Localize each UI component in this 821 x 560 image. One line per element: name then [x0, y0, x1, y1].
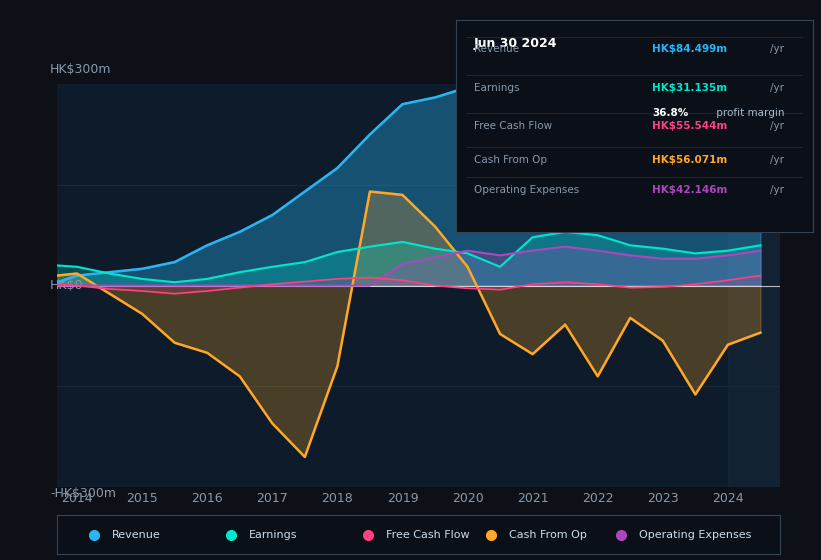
- Text: 36.8%: 36.8%: [652, 108, 688, 118]
- Text: HK$42.146m: HK$42.146m: [652, 185, 727, 195]
- Text: Earnings: Earnings: [249, 530, 297, 540]
- Text: /yr: /yr: [770, 83, 784, 93]
- Text: -HK$300m: -HK$300m: [50, 487, 117, 500]
- Text: Revenue: Revenue: [112, 530, 160, 540]
- Text: HK$300m: HK$300m: [50, 63, 112, 76]
- Text: HK$56.071m: HK$56.071m: [652, 155, 727, 165]
- Text: HK$84.499m: HK$84.499m: [652, 44, 727, 54]
- Text: Free Cash Flow: Free Cash Flow: [474, 121, 552, 131]
- Text: Revenue: Revenue: [474, 44, 519, 54]
- Text: Operating Expenses: Operating Expenses: [474, 185, 579, 195]
- Text: /yr: /yr: [770, 185, 784, 195]
- Text: /yr: /yr: [770, 155, 784, 165]
- Text: Operating Expenses: Operating Expenses: [639, 530, 751, 540]
- Text: HK$55.544m: HK$55.544m: [652, 121, 727, 131]
- Text: Earnings: Earnings: [474, 83, 519, 93]
- Text: /yr: /yr: [770, 121, 784, 131]
- Text: Free Cash Flow: Free Cash Flow: [386, 530, 470, 540]
- Text: HK$0: HK$0: [50, 279, 84, 292]
- Text: HK$31.135m: HK$31.135m: [652, 83, 727, 93]
- Text: profit margin: profit margin: [713, 108, 784, 118]
- Bar: [728, 84, 780, 487]
- Text: Cash From Op: Cash From Op: [509, 530, 587, 540]
- Text: Jun 30 2024: Jun 30 2024: [474, 36, 557, 50]
- Text: /yr: /yr: [770, 44, 784, 54]
- Text: Cash From Op: Cash From Op: [474, 155, 547, 165]
